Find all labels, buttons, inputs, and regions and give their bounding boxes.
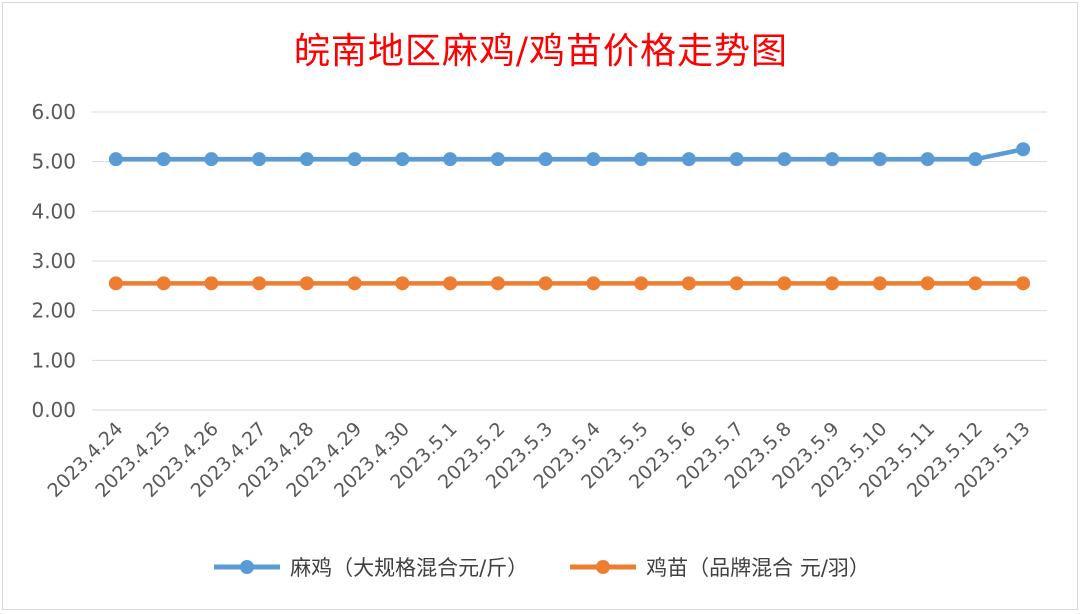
data-point-series-2 [108,276,123,291]
series-line-1 [113,147,1026,162]
y-tick-label: 6.00 [31,100,76,124]
y-tick-label: 1.00 [31,348,76,372]
data-point-series-1 [443,152,458,167]
data-point-series-1 [395,152,410,167]
data-point-series-1 [1016,142,1031,157]
data-point-series-1 [299,152,314,167]
data-point-series-2 [825,276,840,291]
data-point-series-1 [777,152,792,167]
data-point-series-1 [490,152,505,167]
legend-marker-series-2 [570,560,637,574]
data-point-series-2 [681,276,696,291]
data-point-series-2 [395,276,410,291]
data-point-series-2 [156,276,171,291]
data-point-series-2 [204,276,219,291]
data-point-series-2 [1016,276,1031,291]
data-point-series-1 [681,152,696,167]
data-point-series-2 [634,276,649,291]
data-point-series-1 [156,152,171,167]
legend-item-series-1: 麻鸡（大规格混合元/斤） [212,552,528,582]
data-point-series-1 [204,152,219,167]
data-point-series-1 [920,152,935,167]
legend-item-series-2: 鸡苗（品牌混合 元/羽） [568,552,870,582]
data-point-series-1 [108,152,123,167]
data-point-series-2 [538,276,553,291]
legend-label-series-2: 鸡苗（品牌混合 元/羽） [646,556,870,580]
data-point-series-2 [252,276,267,291]
y-tick-label: 2.00 [31,299,76,323]
y-tick-label: 4.00 [31,199,76,223]
data-point-series-2 [299,276,314,291]
data-point-series-1 [872,152,887,167]
data-point-series-2 [347,276,362,291]
data-point-series-1 [968,152,983,167]
data-point-series-1 [729,152,744,167]
legend: 麻鸡（大规格混合元/斤） 鸡苗（品牌混合 元/羽） [0,552,1082,582]
data-point-series-2 [490,276,505,291]
legend-label-series-1: 麻鸡（大规格混合元/斤） [290,556,529,580]
y-tick-label: 5.00 [31,150,76,174]
data-point-series-2 [920,276,935,291]
data-point-series-2 [586,276,601,291]
chart-title: 皖南地区麻鸡/鸡苗价格走势图 [293,31,789,72]
data-point-series-1 [252,152,267,167]
data-point-series-1 [586,152,601,167]
data-point-series-2 [777,276,792,291]
data-point-series-1 [634,152,649,167]
data-point-series-2 [443,276,458,291]
y-tick-label: 3.00 [31,249,76,273]
data-point-series-1 [538,152,553,167]
data-point-series-1 [825,152,840,167]
data-point-series-2 [968,276,983,291]
y-tick-label: 0.00 [31,398,76,422]
legend-marker-series-1 [214,560,281,574]
data-point-series-1 [347,152,362,167]
data-point-series-2 [872,276,887,291]
data-point-series-2 [729,276,744,291]
